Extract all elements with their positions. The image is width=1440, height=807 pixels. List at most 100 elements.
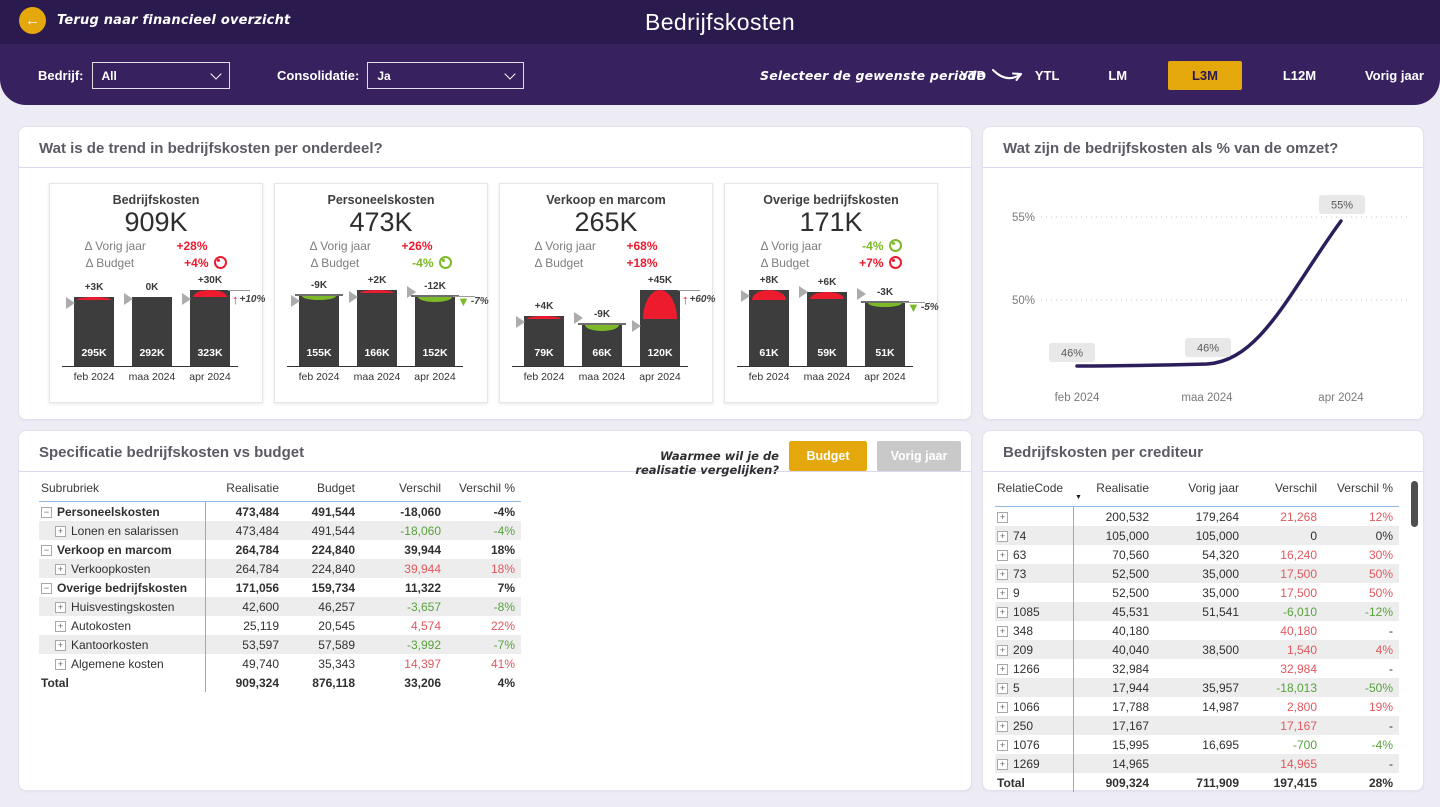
bedrijf-dropdown[interactable]: All: [91, 62, 230, 89]
expand-icon[interactable]: +: [55, 525, 66, 537]
kpi-delta-row: Δ Budget +18% ↑: [500, 254, 712, 271]
cell: 57,589: [318, 637, 355, 652]
consolidatie-dropdown[interactable]: Ja: [367, 62, 525, 89]
table-row[interactable]: + Algemene kosten 49,740 35,343 14,397 41%: [39, 654, 521, 673]
kpi-card-title: Personeelskosten: [327, 193, 435, 207]
table-row[interactable]: +1085 45,531 51,541 -6,010 -12%: [995, 602, 1399, 621]
table-row[interactable]: + Kantoorkosten 53,597 57,589 -3,992 -7%: [39, 635, 521, 654]
table-row[interactable]: − Personeelskosten 473,484 491,544 -18,060 -4…: [39, 501, 521, 521]
bar-delta-label: +3K: [84, 282, 104, 293]
expand-icon[interactable]: +: [55, 620, 66, 632]
collapse-icon[interactable]: −: [41, 506, 52, 518]
table-row[interactable]: +1269 14,965 14,965 -: [995, 754, 1399, 773]
bar-value-label: 155K: [306, 347, 332, 359]
table-row[interactable]: +209 40,040 38,500 1,540 4%: [995, 640, 1399, 659]
compare-button-vorig-jaar[interactable]: Vorig jaar: [877, 441, 961, 471]
expand-icon[interactable]: +: [997, 644, 1008, 656]
table-row[interactable]: +9 52,500 35,000 17,500 50%: [995, 583, 1399, 602]
expand-icon[interactable]: +: [997, 530, 1008, 542]
column-header-verschil[interactable]: Verschil: [361, 477, 447, 502]
column-header-realisatie[interactable]: Realisatie: [205, 477, 285, 502]
collapse-icon[interactable]: −: [41, 544, 52, 556]
column-header-budget[interactable]: Budget: [285, 477, 361, 502]
column-header-verschil[interactable]: Verschil: [1245, 477, 1323, 507]
table-row[interactable]: Total 909,324 711,909 197,415 28%: [995, 773, 1399, 792]
bar-apr-2024[interactable]: 120K: [640, 290, 680, 366]
bar-maa-2024[interactable]: 66K: [578, 323, 626, 366]
table-row[interactable]: − Verkoop en marcom 264,784 224,840 39,944 18…: [39, 540, 521, 559]
expand-icon[interactable]: +: [997, 758, 1008, 770]
expand-icon[interactable]: +: [997, 511, 1008, 523]
expand-icon[interactable]: +: [997, 682, 1008, 694]
cell: 40,180: [1280, 623, 1317, 638]
period-button-l3m[interactable]: L3M: [1167, 60, 1242, 90]
expand-icon[interactable]: +: [997, 625, 1008, 637]
bar-maa-2024[interactable]: 292K: [132, 297, 172, 366]
kpi-card-value: 265K: [574, 207, 638, 237]
bar-feb-2024[interactable]: 155K: [295, 294, 343, 366]
expand-icon[interactable]: +: [997, 587, 1008, 599]
previous-period-marker-icon: [516, 316, 525, 328]
table-row[interactable]: +73 52,500 35,000 17,500 50%: [995, 564, 1399, 583]
over-budget-cap: [77, 297, 111, 300]
table-row[interactable]: +1066 17,788 14,987 2,800 19%: [995, 697, 1399, 716]
expand-icon[interactable]: +: [997, 739, 1008, 751]
expand-icon[interactable]: +: [997, 549, 1008, 561]
table-row[interactable]: +1076 15,995 16,695 -700 -4%: [995, 735, 1399, 754]
collapse-icon[interactable]: −: [41, 582, 52, 594]
cell: 25,119: [243, 618, 279, 633]
expand-icon[interactable]: +: [55, 601, 66, 613]
table-row[interactable]: Total 909,324 876,118 33,206 4%: [39, 673, 521, 692]
column-header-vorig-jaar[interactable]: Vorig jaar: [1155, 477, 1245, 507]
cell: [1155, 716, 1245, 735]
table-row[interactable]: +250 17,167 17,167 -: [995, 716, 1399, 735]
period-button-ytl[interactable]: YTL: [1034, 67, 1060, 83]
cell: 53,597: [242, 637, 279, 652]
period-button-vorig-jaar[interactable]: Vorig jaar: [1364, 67, 1424, 83]
bar-maa-2024[interactable]: 166K: [357, 290, 397, 366]
bar-apr-2024[interactable]: 51K: [861, 301, 909, 366]
subrubriek-cell: + Kantoorkosten: [39, 635, 206, 654]
table-row[interactable]: + Autokosten 25,119 20,545 4,574 22%: [39, 616, 521, 635]
expand-icon[interactable]: +: [55, 658, 66, 670]
row-label: 9: [1013, 585, 1020, 600]
bar-feb-2024[interactable]: 61K: [749, 290, 789, 366]
table-row[interactable]: +1266 32,984 32,984 -: [995, 659, 1399, 678]
table-row[interactable]: + Verkoopkosten 264,784 224,840 39,944 18%: [39, 559, 521, 578]
table-row[interactable]: + Huisvestingskosten 42,600 46,257 -3,657 -8%: [39, 597, 521, 616]
table-row[interactable]: +74 105,000 105,000 0 0%: [995, 526, 1399, 545]
expand-icon[interactable]: +: [55, 639, 66, 651]
previous-period-marker-icon: [799, 286, 808, 298]
expand-icon[interactable]: +: [997, 606, 1008, 618]
table-row[interactable]: +5 17,944 35,957 -18,013 -50%: [995, 678, 1399, 697]
cell: 16,240: [1280, 547, 1317, 562]
bar-apr-2024[interactable]: 152K: [411, 295, 459, 366]
column-header-subrubriek[interactable]: Subrubriek: [39, 477, 205, 502]
period-button-ytd[interactable]: YTD: [960, 67, 986, 83]
scrollbar-thumb[interactable]: [1411, 481, 1418, 527]
bar-apr-2024[interactable]: 323K: [190, 290, 230, 366]
table-row[interactable]: +200,532 179,264 21,268 12%: [995, 506, 1399, 526]
compare-button-budget[interactable]: Budget: [789, 441, 867, 471]
expand-icon[interactable]: +: [997, 663, 1008, 675]
column-header-verschil-[interactable]: Verschil %: [447, 477, 521, 502]
bar-feb-2024[interactable]: 79K: [524, 316, 564, 366]
column-header-relatiecode[interactable]: RelatieCode: [995, 477, 1073, 507]
back-arrow-icon: ←: [19, 7, 46, 34]
expand-icon[interactable]: +: [997, 720, 1008, 732]
period-button-l12m[interactable]: L12M: [1282, 67, 1317, 83]
bar-feb-2024[interactable]: 295K: [74, 297, 114, 366]
table-row[interactable]: +63 70,560 54,320 16,240 30%: [995, 545, 1399, 564]
table-row[interactable]: + Lonen en salarissen 473,484 491,544 -18,06…: [39, 521, 521, 540]
expand-icon[interactable]: +: [997, 568, 1008, 580]
table-row[interactable]: − Overige bedrijfskosten 171,056 159,734 11,…: [39, 578, 521, 597]
column-header-realisatie[interactable]: Realisatie ▼: [1073, 477, 1155, 507]
bar-maa-2024[interactable]: 59K: [807, 292, 847, 366]
period-button-lm[interactable]: LM: [1108, 67, 1128, 83]
table-row[interactable]: +348 40,180 40,180 -: [995, 621, 1399, 640]
column-header-verschil-[interactable]: Verschil %: [1323, 477, 1399, 507]
expand-icon[interactable]: +: [997, 701, 1008, 713]
expand-icon[interactable]: +: [55, 563, 66, 575]
reference-line: [861, 301, 909, 303]
back-button[interactable]: ← Terug naar financieel overzicht: [19, 7, 290, 34]
